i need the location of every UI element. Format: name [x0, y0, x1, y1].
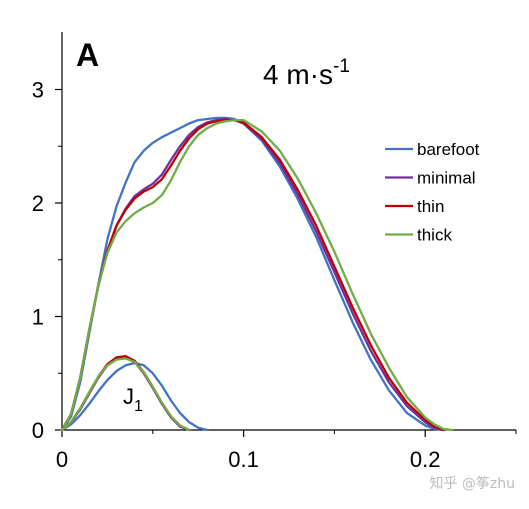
series-line-thin [60, 118, 445, 432]
y-tick-label: 3 [32, 78, 44, 103]
legend-label: minimal [417, 169, 476, 188]
panel-label: A [76, 37, 99, 73]
x-tick-label: 0 [56, 447, 68, 472]
legend-label: thick [417, 226, 452, 245]
y-tick-label: 2 [32, 191, 44, 216]
watermark: 知乎 @筝zhu [429, 476, 515, 492]
x-tick-label: 0.1 [228, 447, 259, 472]
annotation-main: J [123, 384, 134, 409]
chart-title-superscript: -1 [333, 56, 350, 77]
legend: barefoot minimal thin thick [385, 140, 480, 245]
chart-title: 4 m·s-1 [263, 56, 350, 90]
series-line-j1-7 [60, 357, 191, 432]
series-line-thick [60, 118, 454, 432]
series-line-minimal [60, 117, 445, 432]
x-tick-label: 0.2 [410, 447, 441, 472]
y-tick-label: 1 [32, 305, 44, 330]
ticks: 0 1 2 3 0 0.1 0.2 [32, 78, 517, 472]
series-line-barefoot [60, 116, 445, 432]
chart-title-main: 4 m·s [263, 59, 333, 90]
annotation-j1: J1 [123, 384, 143, 415]
legend-label: barefoot [417, 140, 480, 159]
series-line-j1-4 [60, 361, 209, 432]
y-tick-label: 0 [32, 418, 44, 443]
legend-label: thin [417, 197, 444, 216]
series-lines [60, 116, 454, 432]
annotation-subscript: 1 [134, 398, 143, 415]
